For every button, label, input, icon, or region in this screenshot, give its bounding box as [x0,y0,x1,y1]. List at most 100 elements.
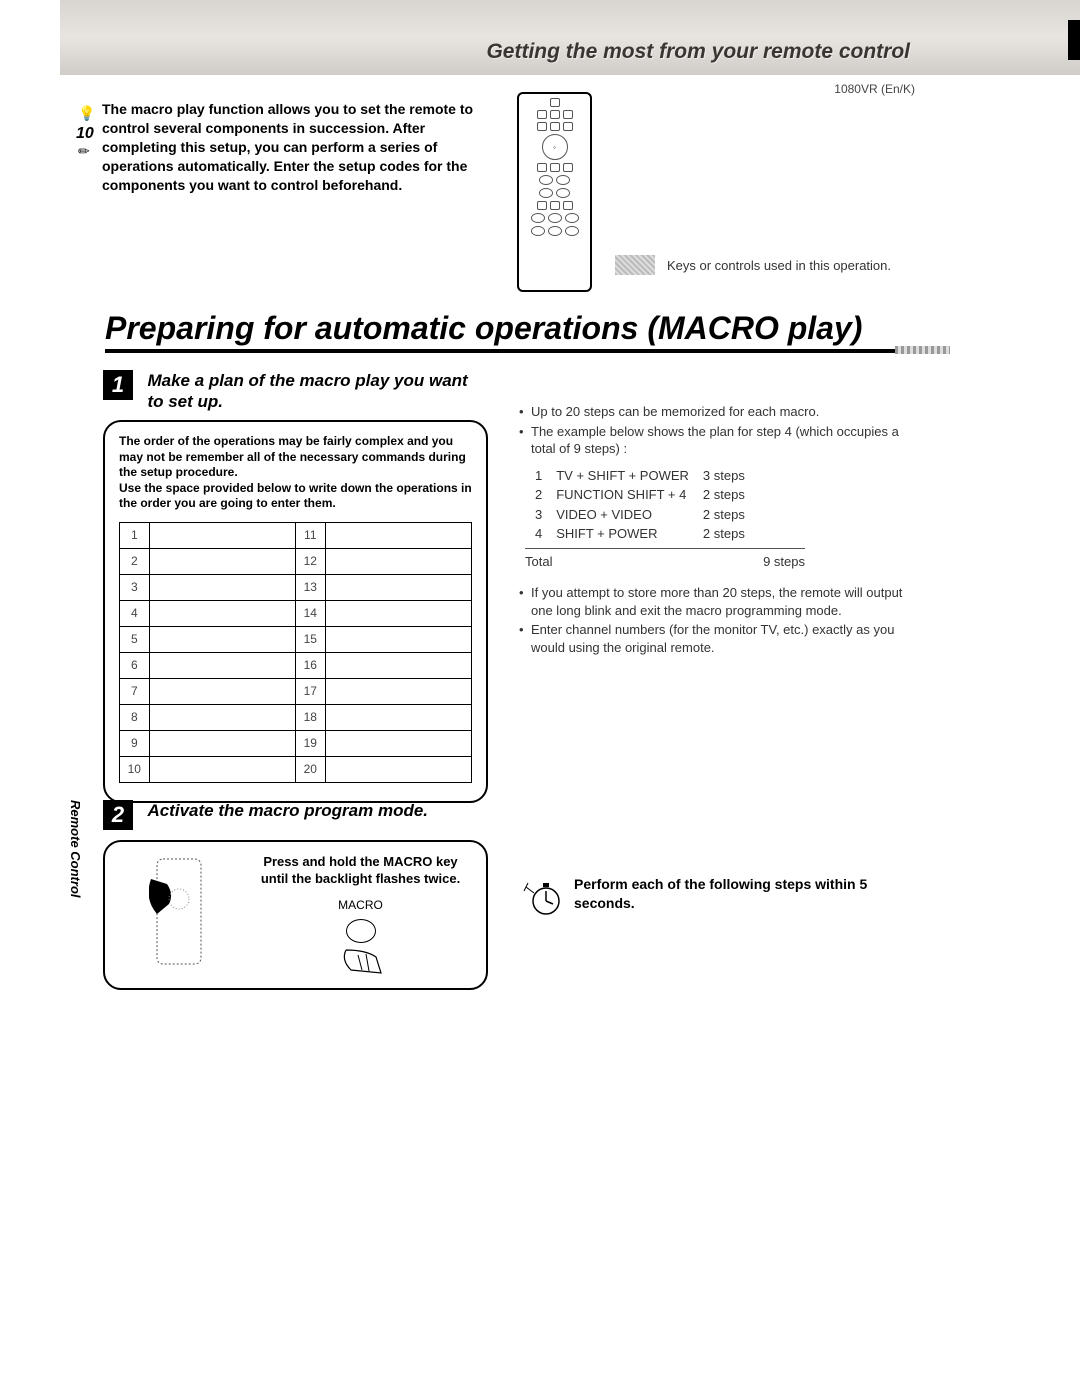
row-blank [149,600,295,626]
row-blank [149,704,295,730]
document-code: 1080VR (En/K) [834,82,915,96]
row-blank [325,652,471,678]
macro-key-label: MACRO [249,898,472,914]
ex-idx: 2 [535,485,556,505]
table-row: 6 16 [120,652,472,678]
perform-text: Perform each of the following steps with… [574,875,900,924]
perform-block: Perform each of the following steps with… [520,875,900,924]
header-tab [1068,20,1080,60]
macro-remote-illustration [149,854,209,969]
ex-op: FUNCTION SHIFT + 4 [556,485,703,505]
row-num: 16 [295,652,325,678]
stopwatch-icon [520,875,564,924]
plan-table: 1112123134145156167178189191020 [119,522,472,783]
intro-text: The macro play function allows you to se… [102,100,478,194]
svg-text:✏: ✏ [78,143,90,158]
step-number-2: 2 [103,800,133,830]
row-num: 14 [295,600,325,626]
row-num: 8 [120,704,150,730]
tip-icon: 💡 10 ✏ [76,102,96,162]
step-2: 2 Activate the macro program mode. [103,800,483,830]
side-label: Remote Control [68,800,83,898]
row-num: 11 [295,522,325,548]
row-num: 4 [120,600,150,626]
table-row: 4 14 [120,600,472,626]
row-blank [325,600,471,626]
step-2-label: Activate the macro program mode. [147,800,477,821]
row-blank [149,574,295,600]
table-row: 5 15 [120,626,472,652]
example-total: Total 9 steps [525,548,805,571]
ex-steps: 3 steps [703,466,759,486]
row-blank [325,756,471,782]
row-blank [325,678,471,704]
main-heading: Preparing for automatic operations (MACR… [105,310,895,353]
ex-idx: 3 [535,505,556,525]
plan-text-1: The order of the operations may be fairl… [119,434,466,479]
remote-illustration: ◦ [517,92,592,292]
row-num: 20 [295,756,325,782]
row-num: 19 [295,730,325,756]
row-blank [325,574,471,600]
right-notes: Up to 20 steps can be memorized for each… [519,403,919,659]
macro-instruction-text: Press and hold the MACRO key until the b… [249,854,472,888]
macro-instructions: Press and hold the MACRO key until the b… [249,854,472,976]
row-num: 13 [295,574,325,600]
row-blank [325,730,471,756]
step-number-1: 1 [103,370,133,400]
note-4: Enter channel numbers (for the monitor T… [519,621,919,656]
ex-op: SHIFT + POWER [556,524,703,544]
finger-icon [336,945,386,975]
heading-trail [895,346,950,354]
macro-key-icon [346,919,376,943]
row-blank [325,548,471,574]
row-num: 7 [120,678,150,704]
row-num: 1 [120,522,150,548]
row-num: 12 [295,548,325,574]
row-blank [149,626,295,652]
table-row: 9 19 [120,730,472,756]
row-blank [149,548,295,574]
note-3: If you attempt to store more than 20 ste… [519,584,919,619]
row-blank [149,730,295,756]
row-num: 18 [295,704,325,730]
plan-text-2: Use the space provided below to write do… [119,481,472,511]
table-row: 10 20 [120,756,472,782]
row-blank [149,652,295,678]
plan-box: The order of the operations may be fairl… [103,420,488,803]
plan-text: The order of the operations may be fairl… [119,434,472,512]
svg-text:💡: 💡 [78,105,95,122]
intro-block: 💡 10 ✏ The macro play function allows yo… [78,100,478,194]
row-blank [325,626,471,652]
row-num: 5 [120,626,150,652]
header-title: Getting the most from your remote contro… [486,40,910,64]
ex-op: VIDEO + VIDEO [556,505,703,525]
key-legend-text: Keys or controls used in this operation. [667,258,891,273]
macro-box: Press and hold the MACRO key until the b… [103,840,488,990]
ex-steps: 2 steps [703,485,759,505]
row-blank [149,756,295,782]
table-row: 8 18 [120,704,472,730]
ex-idx: 4 [535,524,556,544]
example-row: 4SHIFT + POWER2 steps [535,524,759,544]
key-swatch [615,255,655,275]
total-steps: 9 steps [763,553,805,571]
row-num: 6 [120,652,150,678]
row-num: 15 [295,626,325,652]
row-num: 10 [120,756,150,782]
ex-op: TV + SHIFT + POWER [556,466,703,486]
row-blank [149,678,295,704]
row-num: 2 [120,548,150,574]
row-num: 9 [120,730,150,756]
svg-text:10: 10 [76,125,94,142]
ex-idx: 1 [535,466,556,486]
note-1: Up to 20 steps can be memorized for each… [519,403,919,421]
example-table: 1TV + SHIFT + POWER3 steps 2FUNCTION SHIF… [535,466,759,544]
table-row: 313 [120,574,472,600]
header-band: Getting the most from your remote contro… [60,0,1080,75]
table-row: 2 12 [120,548,472,574]
step-1: 1 Make a plan of the macro play you want… [103,370,483,413]
row-blank [149,522,295,548]
row-num: 17 [295,678,325,704]
row-blank [325,522,471,548]
